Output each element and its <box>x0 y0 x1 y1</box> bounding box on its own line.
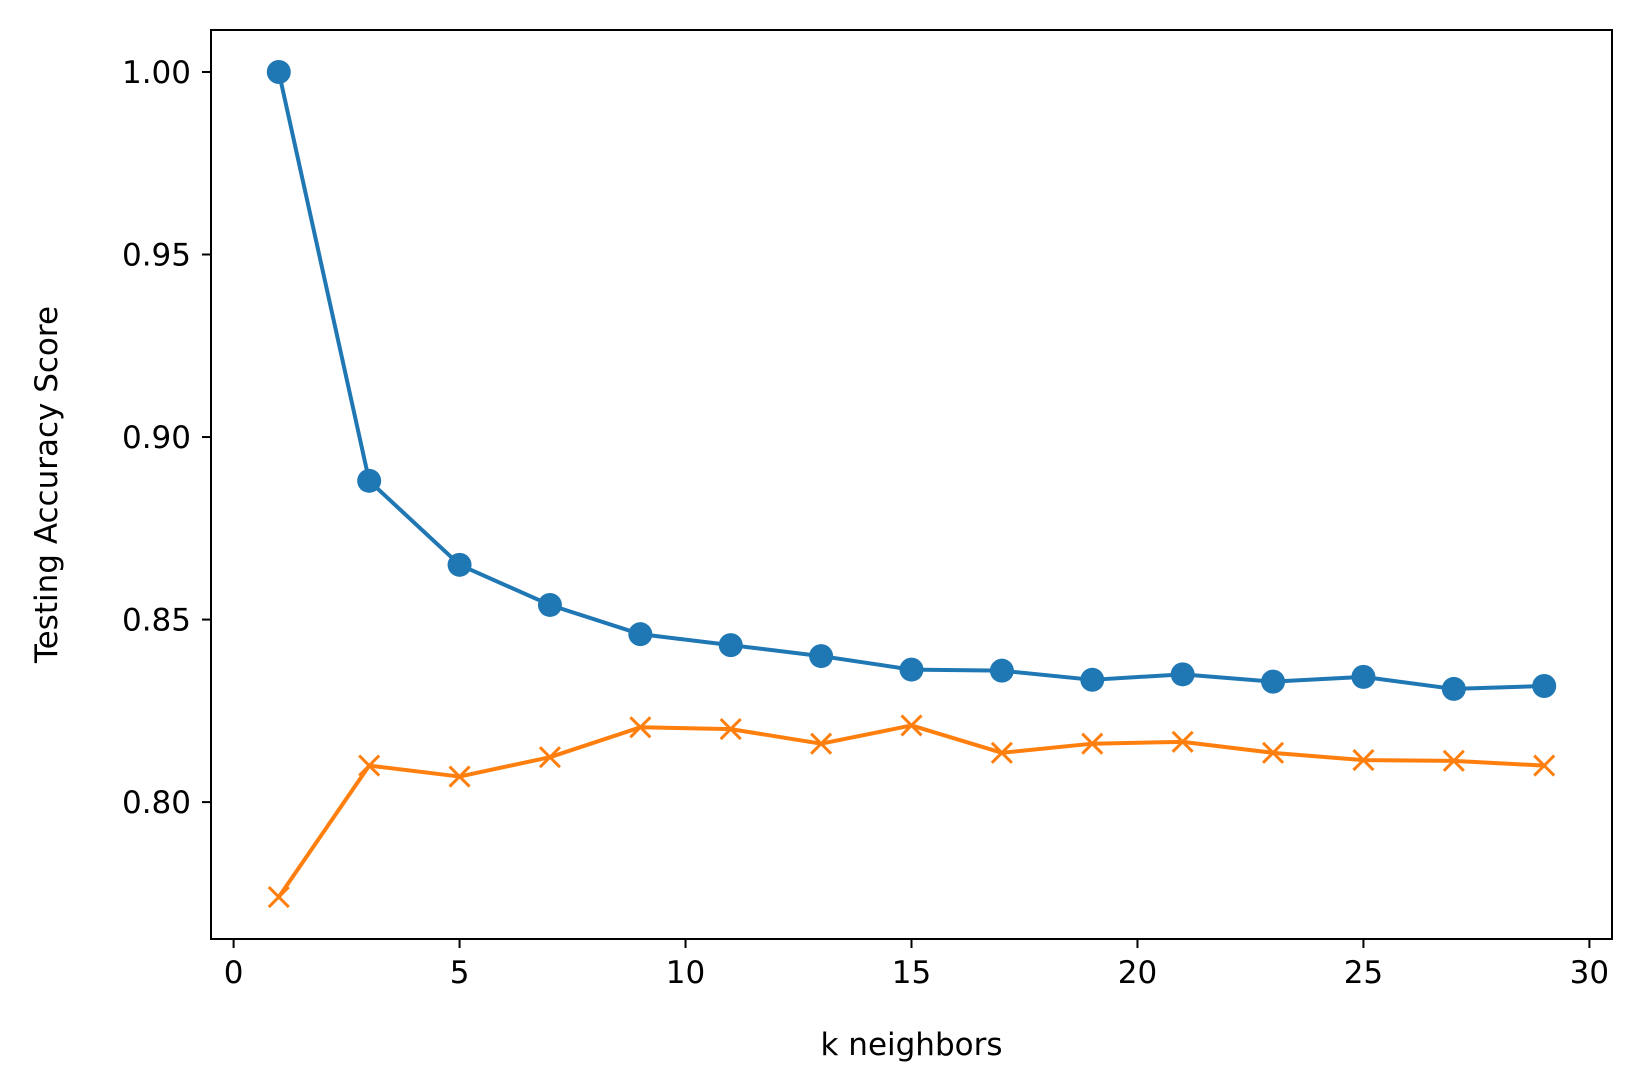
data-point-train <box>628 622 653 647</box>
data-point-train <box>899 657 924 682</box>
y-axis: 0.80 0.85 0.90 0.95 1.00 <box>122 55 211 821</box>
data-point-train <box>1261 669 1286 694</box>
data-point-train <box>1080 667 1105 692</box>
data-point-test <box>1171 730 1194 753</box>
x-tick-label: 10 <box>666 955 705 991</box>
y-tick-label: 0.95 <box>122 238 191 274</box>
x-tick-label: 0 <box>224 955 244 991</box>
data-point-test <box>629 716 652 739</box>
data-point-train <box>447 552 472 577</box>
data-point-train <box>537 592 562 617</box>
x-marker-stroke <box>1081 732 1104 755</box>
data-point-test <box>267 885 290 909</box>
data-point-test <box>810 732 833 755</box>
y-tick-label: 0.85 <box>122 603 191 639</box>
x-marker-stroke <box>810 732 833 755</box>
y-axis-title: Testing Accuracy Score <box>29 306 65 664</box>
y-tick-label: 1.00 <box>122 55 191 91</box>
data-point-train <box>1532 674 1557 699</box>
x-marker-stroke <box>1352 749 1375 772</box>
x-marker-stroke <box>719 718 742 741</box>
y-tick-label: 0.80 <box>122 785 191 821</box>
x-marker-stroke <box>990 741 1013 764</box>
data-point-test <box>448 765 471 788</box>
x-axis: 0 5 10 15 20 25 30 <box>224 939 1609 991</box>
x-marker-stroke <box>358 754 381 777</box>
series-train <box>266 59 1557 701</box>
x-marker-stroke <box>267 885 290 909</box>
series-layer <box>266 59 1557 909</box>
data-point-train <box>357 468 382 493</box>
x-tick-label: 30 <box>1570 955 1609 991</box>
data-point-test <box>1261 741 1285 764</box>
y-tick-label: 0.90 <box>122 420 191 456</box>
data-point-test <box>1352 749 1375 772</box>
data-point-test <box>358 754 381 777</box>
x-marker-stroke <box>1171 730 1194 753</box>
x-marker-stroke <box>629 716 652 739</box>
x-marker-stroke <box>1533 754 1556 777</box>
data-point-test <box>1533 754 1556 777</box>
data-point-test <box>719 718 742 741</box>
data-point-train <box>989 658 1014 683</box>
data-point-train <box>718 633 743 658</box>
x-marker-stroke <box>448 765 471 788</box>
x-tick-label: 20 <box>1118 955 1157 991</box>
data-point-test <box>900 714 923 737</box>
data-point-test <box>1081 732 1104 755</box>
data-point-train <box>1170 662 1195 687</box>
data-point-test <box>1442 749 1465 772</box>
x-tick-label: 15 <box>892 955 931 991</box>
x-marker-stroke <box>538 746 562 769</box>
series-test <box>267 714 1556 909</box>
x-marker-stroke <box>900 714 923 737</box>
data-point-test <box>538 746 562 769</box>
data-point-test <box>990 741 1013 764</box>
x-tick-label: 5 <box>450 955 470 991</box>
x-marker-stroke <box>1442 749 1465 772</box>
x-tick-label: 25 <box>1344 955 1383 991</box>
x-axis-title: k neighbors <box>820 1027 1002 1063</box>
data-point-train <box>809 644 834 669</box>
data-point-train <box>1351 664 1376 689</box>
data-point-train <box>1441 676 1466 701</box>
data-point-train <box>266 59 291 84</box>
x-marker-stroke <box>1261 741 1285 764</box>
